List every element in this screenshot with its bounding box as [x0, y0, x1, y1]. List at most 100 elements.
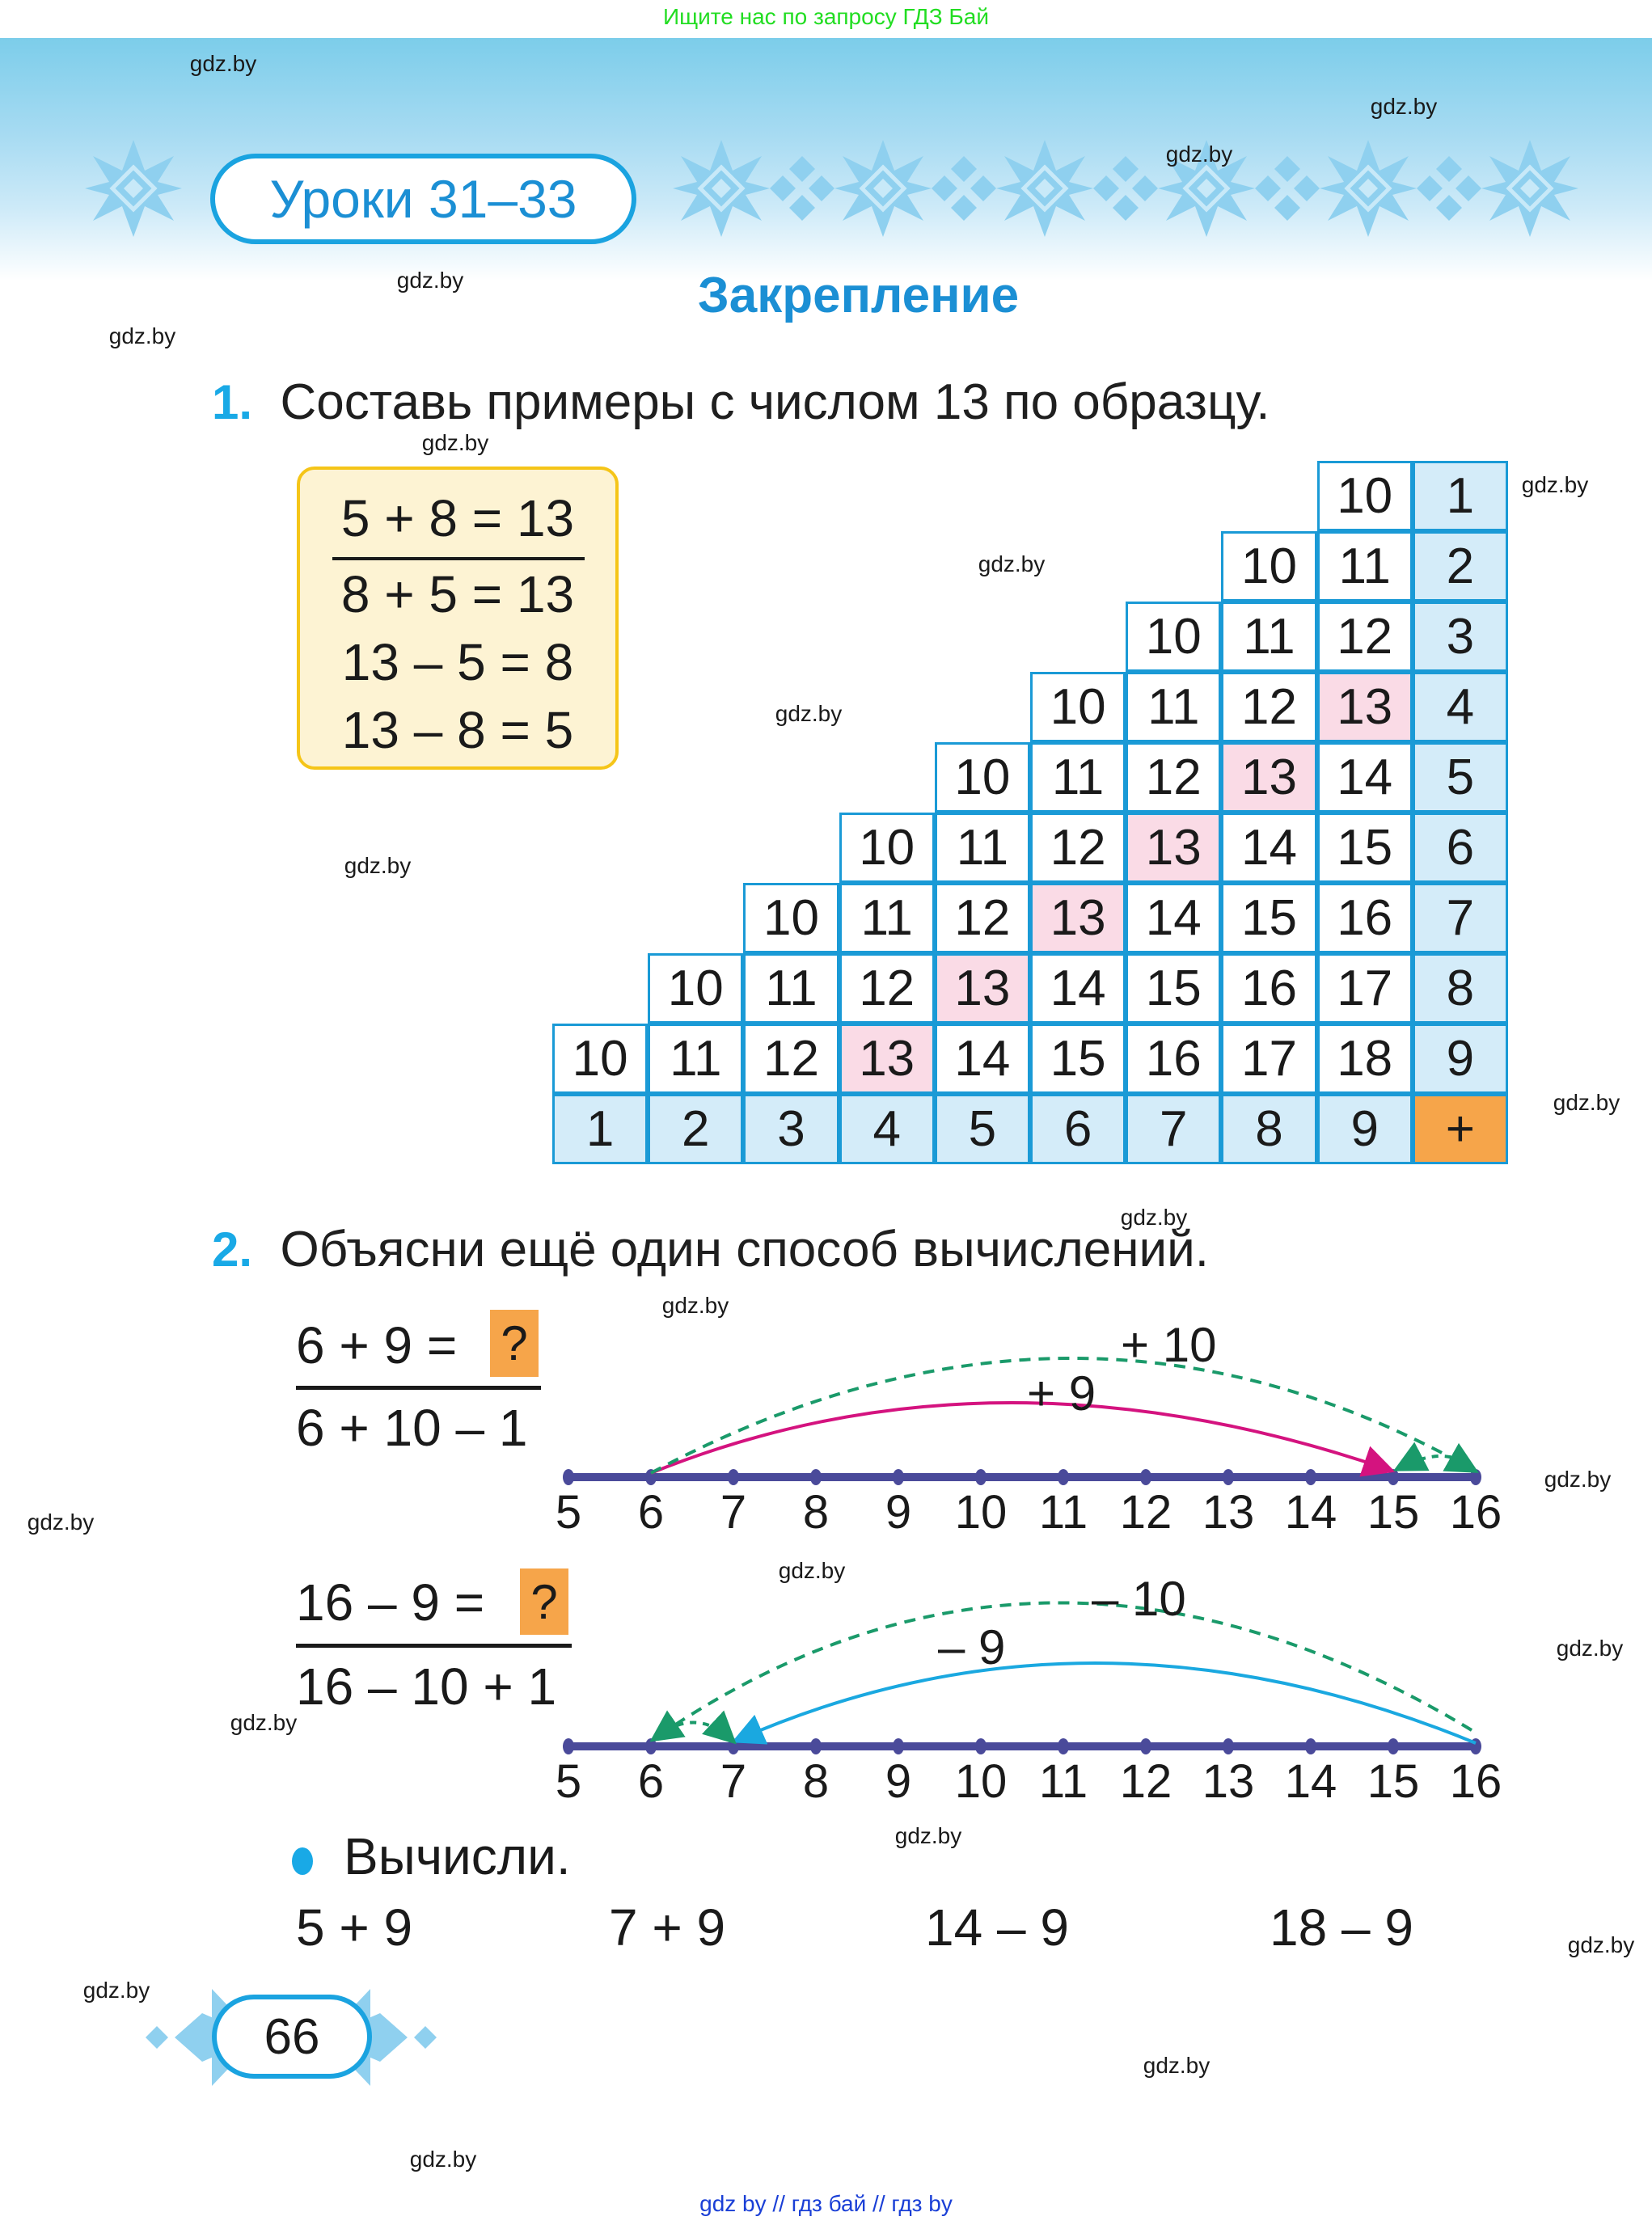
- page-number: 66: [212, 1995, 372, 2079]
- sum-cell: 17: [1221, 1024, 1317, 1094]
- row-header-cell: 4: [1412, 672, 1508, 742]
- sum-cell: 12: [839, 953, 935, 1024]
- number-line-label: 6: [637, 1755, 665, 1808]
- addition-table: 1 10 2 10 11 3 10 11 12 4 10 11 12 13 5 10 11 12 13 14 6 10 11…: [552, 461, 1508, 1164]
- number-line-label: 8: [802, 1755, 830, 1808]
- example2-divider: [296, 1644, 572, 1648]
- sum-cell: 10: [934, 742, 1030, 813]
- number-line-label: 12: [1119, 1755, 1172, 1808]
- sum-cell: 11: [743, 953, 839, 1024]
- row-header-cell: 2: [1412, 531, 1508, 602]
- watermark: gdz.by: [189, 51, 257, 76]
- watermark: gdz.by: [1567, 1932, 1635, 1957]
- search-hint-banner: Ищите нас по запросу ГДЗ Бай: [662, 4, 990, 29]
- sum-cell: 11: [934, 813, 1030, 883]
- number-line-label: 5: [555, 1755, 582, 1808]
- sum-cell: 14: [1030, 953, 1126, 1024]
- sample-box: 5 + 8 = 13 8 + 5 = 13 13 – 5 = 8 13 – 8 …: [297, 467, 619, 770]
- section-title: Закрепление: [697, 268, 1020, 323]
- number-line-label: 10: [954, 1755, 1008, 1808]
- row-header-cell: 1: [1412, 461, 1508, 531]
- sum-cell: 12: [1221, 672, 1317, 742]
- example2-expression: 16 – 9 =: [296, 1573, 485, 1632]
- number-line-2-labels: 5 6 7 8 9 10 11 12 13 14 15 16: [0, 1758, 1652, 1807]
- row-header-cell: 8: [1412, 953, 1508, 1024]
- highlighted-sum-cell: 13: [1221, 742, 1317, 813]
- highlighted-sum-cell: 13: [839, 1024, 935, 1094]
- sum-cell: 14: [1126, 883, 1222, 953]
- sum-cell: 10: [552, 1024, 649, 1094]
- sample-line: 5 + 8 = 13: [340, 489, 575, 547]
- watermark: gdz.by: [1165, 141, 1233, 167]
- watermark: gdz.by: [1556, 1636, 1624, 1661]
- row-header-cell: 6: [1412, 813, 1508, 883]
- sum-cell: 11: [648, 1024, 744, 1094]
- sum-cell: 16: [1126, 1024, 1222, 1094]
- sample-line: 13 – 8 = 5: [341, 701, 574, 759]
- number-line-label: 14: [1284, 1755, 1337, 1808]
- watermark: gdz.by: [1544, 1467, 1612, 1492]
- watermark: gdz.by: [1370, 94, 1438, 119]
- arc-label-plus9: + 9: [1027, 1366, 1096, 1421]
- row-header-cell: 5: [1412, 742, 1508, 813]
- sum-cell: 14: [1221, 813, 1317, 883]
- watermark: gdz.by: [230, 1710, 298, 1735]
- compute-item: 5 + 9: [296, 1898, 413, 1957]
- example1-unknown-box: ?: [490, 1310, 539, 1377]
- watermark: gdz.by: [775, 701, 843, 726]
- watermark: gdz.by: [396, 268, 464, 293]
- sum-cell: 14: [934, 1024, 1030, 1094]
- column-header-cell: 8: [1221, 1094, 1317, 1164]
- number-line-label: 11: [1038, 1755, 1088, 1808]
- watermark: gdz.by: [1143, 2053, 1210, 2078]
- example1-divider: [296, 1386, 541, 1390]
- number-line-label: 15: [1367, 1486, 1420, 1539]
- sum-cell: 10: [1030, 672, 1126, 742]
- sum-cell: 10: [743, 883, 839, 953]
- sum-cell: 14: [1316, 742, 1413, 813]
- sum-cell: 11: [1126, 672, 1222, 742]
- number-line-label: 14: [1284, 1486, 1337, 1539]
- sum-cell: 10: [648, 953, 744, 1024]
- number-line-label: 11: [1038, 1486, 1088, 1539]
- watermark: gdz.by: [82, 1978, 150, 2003]
- sum-cell: 11: [1030, 742, 1126, 813]
- number-line-label: 7: [720, 1486, 747, 1539]
- number-line-label: 5: [555, 1486, 582, 1539]
- example2-method: 16 – 10 + 1: [296, 1657, 557, 1716]
- sum-cell: 15: [1030, 1024, 1126, 1094]
- task1-text: Составь примеры с числом 13 по образцу.: [280, 374, 1270, 430]
- sum-cell: 10: [1221, 531, 1317, 602]
- sum-cell: 12: [743, 1024, 839, 1094]
- compute-label: Вычисли.: [344, 1827, 571, 1885]
- highlighted-sum-cell: 13: [1126, 813, 1222, 883]
- sum-cell: 12: [1316, 602, 1413, 672]
- row-header-cell: 9: [1412, 1024, 1508, 1094]
- watermark: gdz.by: [1553, 1090, 1620, 1115]
- sum-cell: 18: [1316, 1024, 1413, 1094]
- bullet-icon: [292, 1847, 313, 1875]
- number-line-label: 16: [1449, 1755, 1502, 1808]
- column-header-cell: 9: [1316, 1094, 1413, 1164]
- watermark: gdz.by: [1120, 1205, 1188, 1230]
- compute-item: 7 + 9: [609, 1898, 726, 1957]
- compute-item: 18 – 9: [1270, 1898, 1413, 1957]
- highlighted-sum-cell: 13: [1030, 883, 1126, 953]
- number-line-label: 7: [720, 1755, 747, 1808]
- sample-line: 8 + 5 = 13: [340, 565, 575, 623]
- sum-cell: 10: [1316, 461, 1413, 531]
- highlighted-sum-cell: 13: [1316, 672, 1413, 742]
- number-line-label: 13: [1202, 1755, 1255, 1808]
- task2-number: 2.: [212, 1222, 253, 1277]
- task2-heading: 2. Объясни ещё один способ вычислений.: [212, 1221, 1209, 1278]
- number-line-label: 8: [802, 1486, 830, 1539]
- footer-links[interactable]: gdz by // гдз бай // гдз by: [699, 2191, 953, 2216]
- sum-cell: 16: [1316, 883, 1413, 953]
- example1-method: 6 + 10 – 1: [296, 1399, 528, 1457]
- number-line-label: 10: [954, 1486, 1008, 1539]
- sum-cell: 12: [1030, 813, 1126, 883]
- sum-cell: 10: [1126, 602, 1222, 672]
- task2-text: Объясни ещё один способ вычислений.: [280, 1222, 1209, 1277]
- number-line-2: [563, 1601, 1481, 1754]
